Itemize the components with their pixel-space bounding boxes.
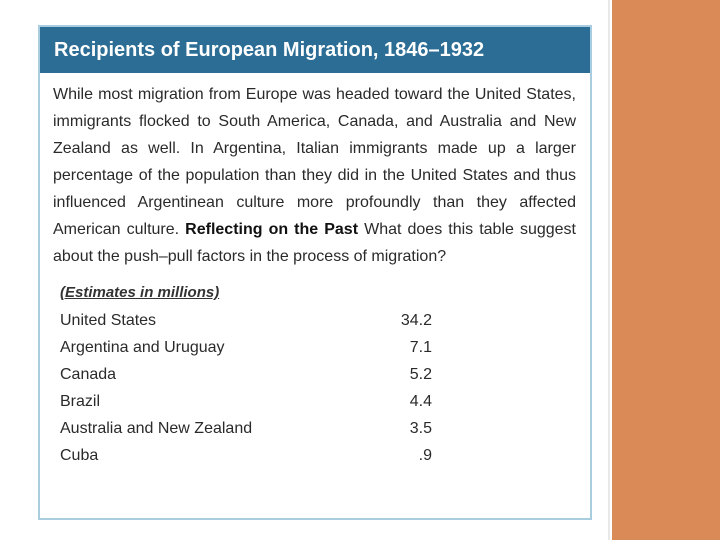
- paragraph: While most migration from Europe was hea…: [53, 81, 576, 270]
- table-row: Brazil 4.4: [60, 388, 432, 415]
- value: 3.5: [409, 419, 432, 437]
- caption: (Estimates in millions): [60, 284, 220, 301]
- country: Australia and New Zealand: [60, 419, 253, 437]
- table-row: Cuba .9: [60, 442, 432, 469]
- value: .9: [418, 446, 432, 464]
- bold-text: Reflecting on the Past: [185, 221, 359, 238]
- table-row: Canada 5.2: [60, 361, 432, 388]
- country: Brazil: [60, 392, 101, 410]
- value: 5.2: [409, 365, 432, 383]
- side-stripe: [612, 0, 720, 540]
- divider: [608, 0, 610, 540]
- country: United States: [60, 311, 157, 329]
- value: 4.4: [409, 392, 432, 410]
- table-body: United States 34.2 Argentina and Uruguay 7.…: [60, 307, 432, 469]
- table: United States 34.2 Argentina and Uruguay 7.…: [60, 307, 432, 469]
- title: Recipients of European Migration, 1846–1…: [40, 27, 590, 73]
- country: Canada: [60, 365, 117, 383]
- table-row: Argentina and Uruguay 7.1: [60, 334, 432, 361]
- table-row: Australia and New Zealand 3.5: [60, 415, 432, 442]
- value: 34.2: [400, 311, 432, 329]
- value: 7.1: [409, 338, 432, 356]
- table-row: United States 34.2: [60, 307, 432, 334]
- text: While most migration from Europe was hea…: [53, 86, 576, 238]
- table-box: Recipients of European Migration, 1846–1…: [38, 25, 592, 520]
- country: Cuba: [60, 446, 99, 464]
- question: What does this table suggest about the p…: [53, 221, 576, 265]
- country: Argentina and Uruguay: [60, 338, 225, 356]
